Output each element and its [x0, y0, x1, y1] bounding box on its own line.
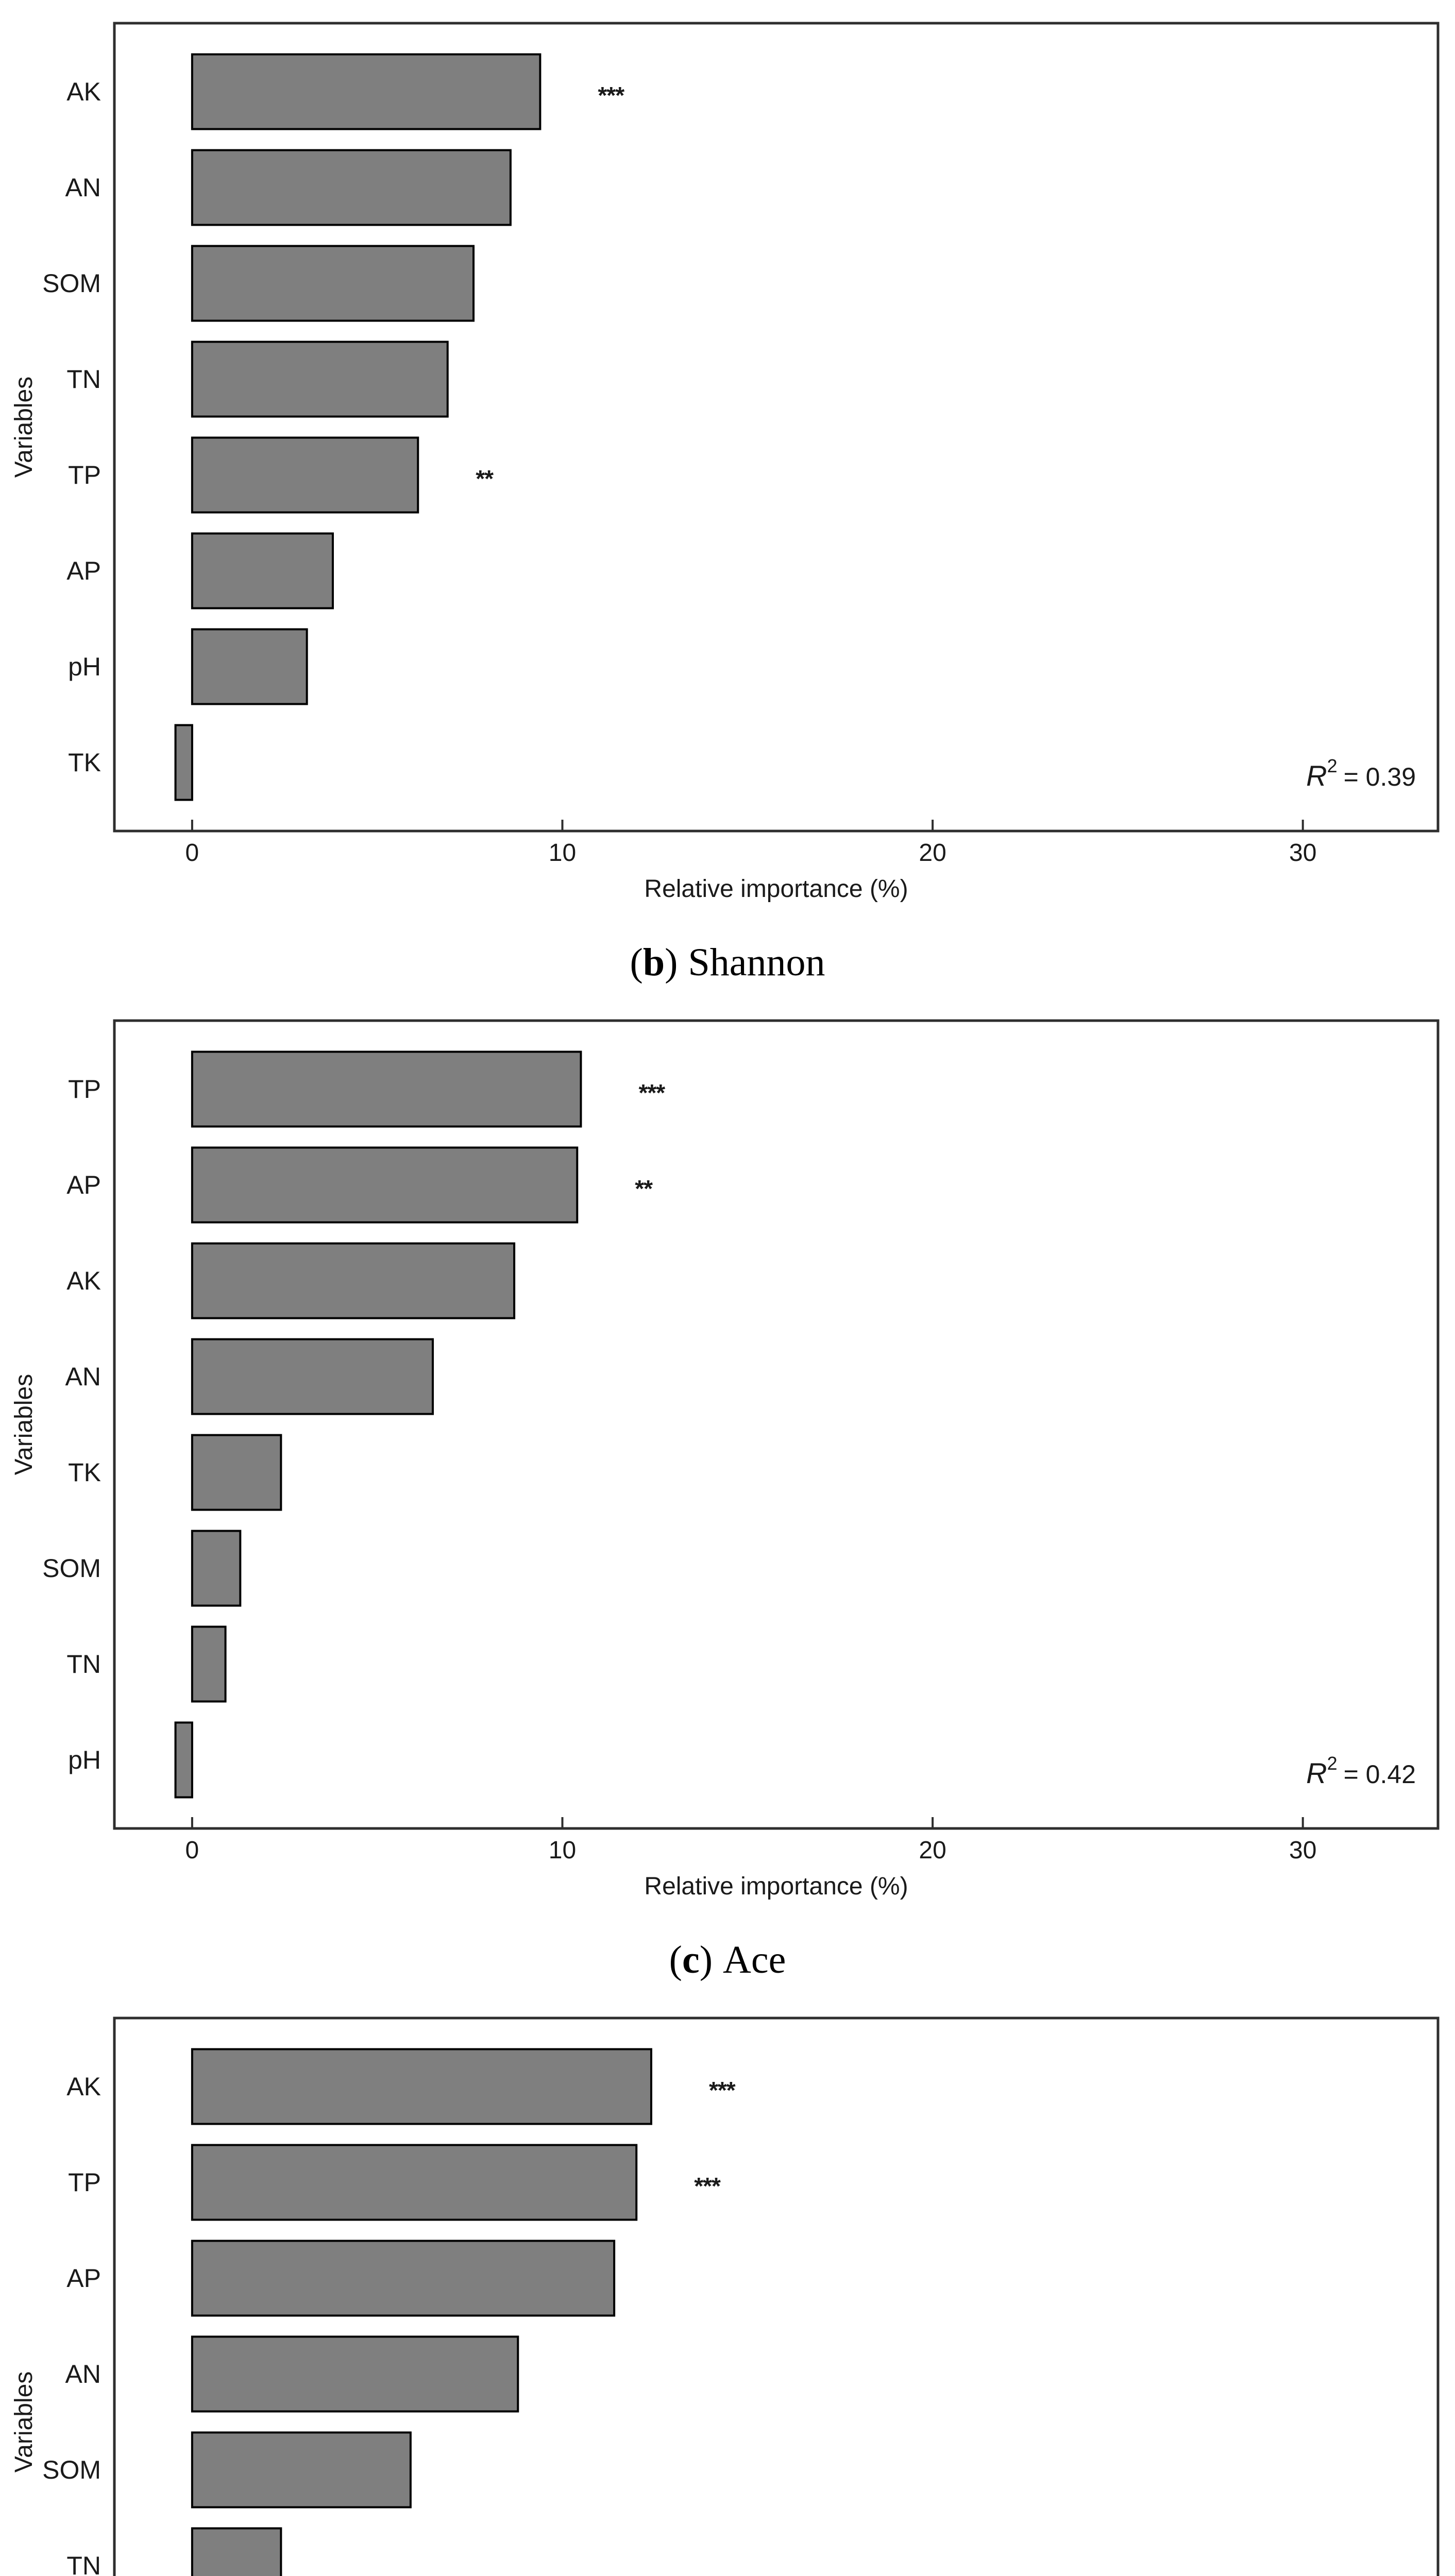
- y-axis-title: Variables: [10, 2371, 38, 2473]
- bar-TP: [191, 436, 419, 514]
- x-tick-label: 20: [919, 1837, 946, 1864]
- chart-block-ace: 0 10 20 30 TP *** AP ** AK AN TK SOM TN pH Relative im…: [0, 997, 1455, 1995]
- category-label-TK: TK: [68, 748, 101, 777]
- caption-paren-open: (: [669, 1938, 682, 1981]
- significance-stars-TP: **: [476, 465, 494, 492]
- bar-AN: [191, 1338, 434, 1415]
- significance-stars-AP: **: [635, 1175, 653, 1202]
- category-label-TN: TN: [66, 365, 101, 394]
- r-squared-label: R2 = 0.39: [1306, 755, 1416, 792]
- significance-stars-AK: ***: [598, 82, 624, 109]
- bar-AK: [191, 2048, 652, 2125]
- bar-TN: [191, 1625, 227, 1703]
- bar-pH: [174, 1721, 193, 1799]
- bar-SOM: [191, 245, 475, 322]
- r-squared-label: R2 = 0.42: [1306, 1753, 1416, 1789]
- category-label-AN: AN: [65, 1362, 101, 1391]
- category-label-AK: AK: [66, 2072, 101, 2101]
- caption-title: Ace: [723, 1938, 786, 1981]
- bar-AK: [191, 53, 542, 130]
- caption-paren-open: (: [630, 940, 643, 984]
- category-label-AP: AP: [66, 556, 101, 585]
- x-tick-label: 30: [1289, 1837, 1316, 1864]
- x-tick-label: 30: [1289, 839, 1316, 867]
- caption-letter: b: [642, 940, 665, 984]
- bar-AP: [191, 532, 334, 609]
- category-label-pH: pH: [68, 1745, 101, 1774]
- category-label-TP: TP: [68, 2168, 101, 2197]
- category-label-TP: TP: [68, 1075, 101, 1104]
- y-axis-title: Variables: [10, 377, 38, 478]
- chart-caption-shannon: (b) Shannon: [0, 927, 1455, 997]
- x-tick-label: 20: [919, 839, 946, 867]
- x-axis-title: Relative importance (%): [644, 875, 908, 903]
- category-label-AK: AK: [66, 1266, 101, 1295]
- significance-stars-TP: ***: [638, 1079, 665, 1106]
- bar-TK: [174, 724, 193, 801]
- bar-TN: [191, 2527, 282, 2576]
- category-label-TN: TN: [66, 2551, 101, 2576]
- category-label-pH: pH: [68, 652, 101, 681]
- category-label-SOM: SOM: [42, 1554, 101, 1583]
- category-label-SOM: SOM: [42, 269, 101, 298]
- category-label-TK: TK: [68, 1458, 101, 1487]
- x-tick-label: 10: [549, 839, 576, 867]
- category-label-AP: AP: [66, 1171, 101, 1199]
- chart-block-shannon: 0 10 20 30 AK *** AN SOM TN TP ** AP pH TK Relative im…: [0, 0, 1455, 997]
- x-tick-label: 0: [185, 1837, 199, 1864]
- category-label-SOM: SOM: [42, 2455, 101, 2484]
- bar-AP: [191, 1146, 579, 1224]
- x-axis-title: Relative importance (%): [644, 1873, 908, 1900]
- y-axis-title: Variables: [10, 1374, 38, 1476]
- panel-border: [113, 2016, 1440, 2576]
- category-label-AP: AP: [66, 2264, 101, 2293]
- chart-caption-ace: (c) Ace: [0, 1925, 1455, 1995]
- category-label-AN: AN: [65, 173, 101, 202]
- bar-TP: [191, 2144, 638, 2221]
- category-label-TN: TN: [66, 1650, 101, 1679]
- x-tick-label: 10: [549, 1837, 576, 1864]
- significance-stars-AK: ***: [709, 2077, 736, 2104]
- bar-AN: [191, 149, 512, 226]
- ace-bar-chart: 0 10 20 30 TP *** AP ** AK AN TK SOM TN pH Relative im…: [10, 1019, 1440, 1900]
- panel-border: [113, 1019, 1440, 1830]
- bar-AP: [191, 2240, 616, 2317]
- category-label-TP: TP: [68, 461, 101, 489]
- bar-TP: [191, 1050, 582, 1128]
- caption-paren-close: ): [699, 1938, 713, 1981]
- bar-TN: [191, 341, 449, 418]
- bar-SOM: [191, 2431, 412, 2509]
- bar-AK: [191, 1242, 516, 1319]
- caption-letter: c: [682, 1938, 700, 1981]
- category-label-AK: AK: [66, 77, 101, 106]
- bar-TK: [191, 1434, 282, 1511]
- x-tick-label: 0: [185, 839, 199, 867]
- bar-AN: [191, 2335, 519, 2413]
- bar-SOM: [191, 1530, 242, 1607]
- caption-title: Shannon: [688, 940, 825, 984]
- shannon-bar-chart: 0 10 20 30 AK *** AN SOM TN TP ** AP pH TK Relative im…: [10, 22, 1440, 903]
- category-label-AN: AN: [65, 2360, 101, 2388]
- significance-stars-TP: ***: [694, 2173, 721, 2199]
- panel-border: [113, 22, 1440, 833]
- caption-paren-close: ): [665, 940, 678, 984]
- bar-pH: [191, 628, 308, 705]
